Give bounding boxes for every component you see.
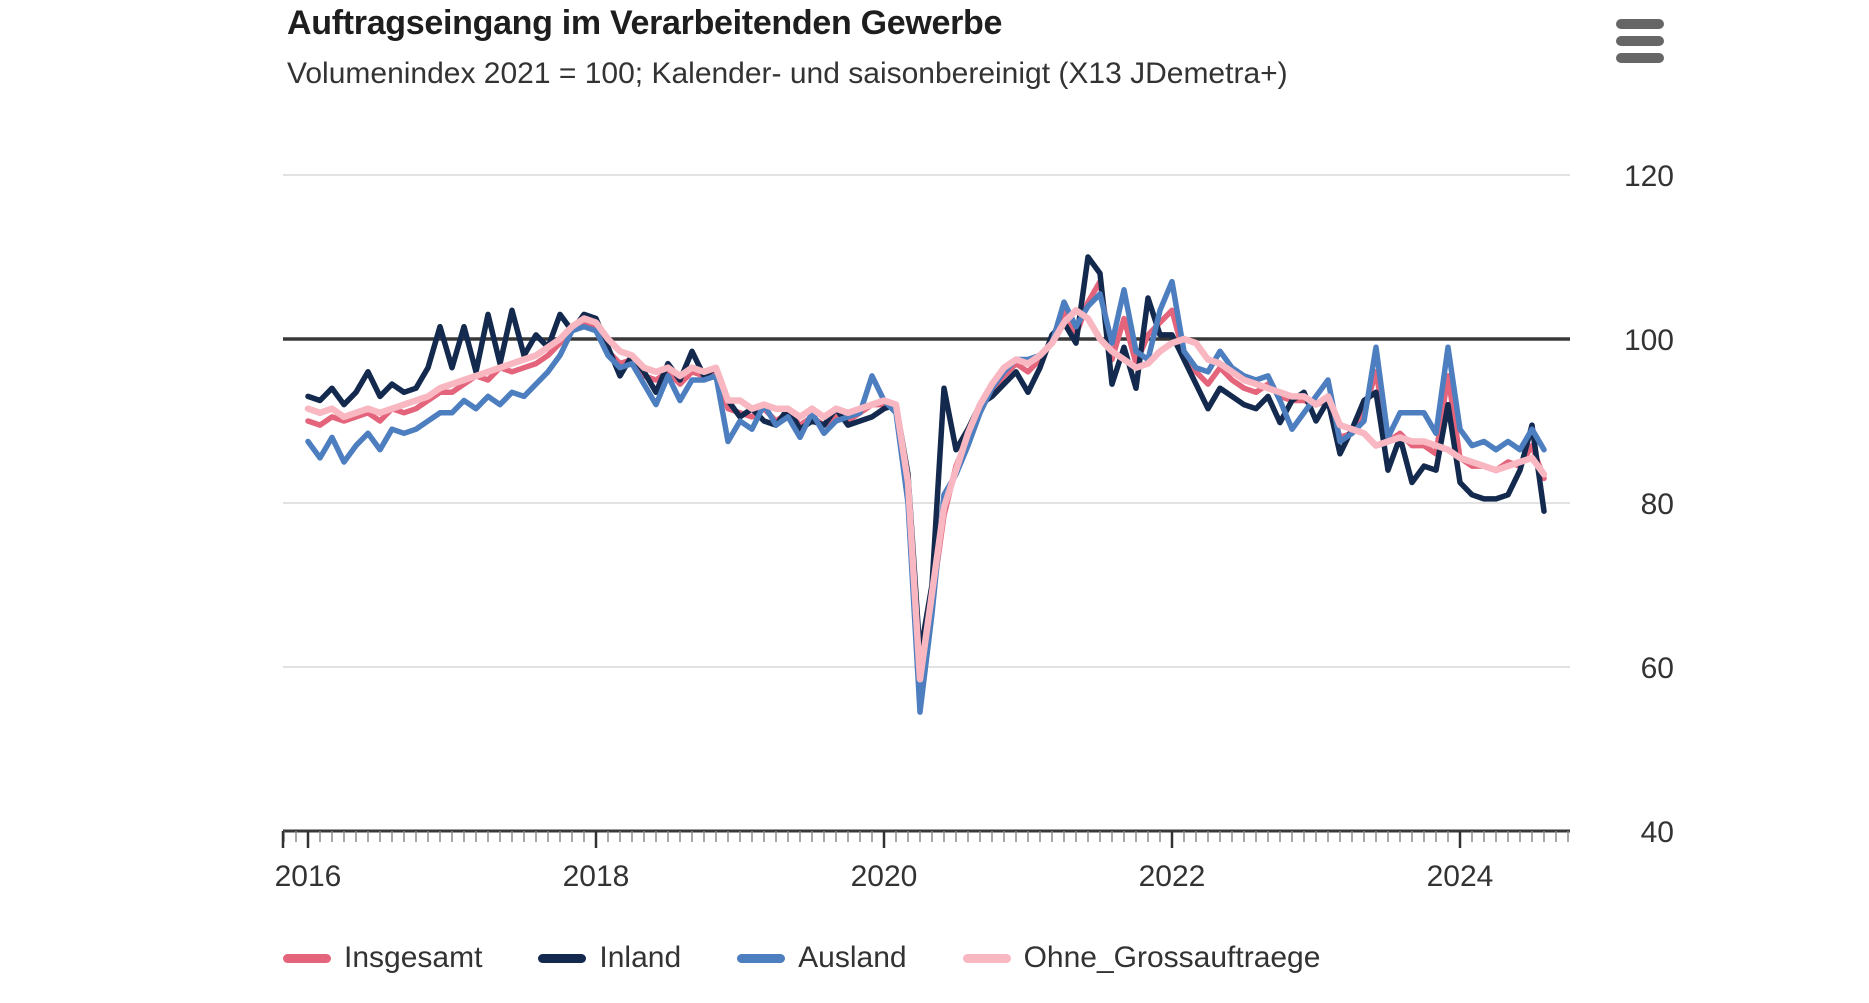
x-axis-label: 2022 — [1139, 860, 1206, 893]
legend-item-insgesamt[interactable]: Insgesamt — [283, 941, 482, 975]
y-axis-label: 60 — [1641, 652, 1674, 685]
chart-export-menu-button[interactable] — [1614, 15, 1666, 67]
x-axis-label: 2018 — [563, 860, 630, 893]
hamburger-icon — [1616, 36, 1664, 46]
x-axis-label: 2020 — [851, 860, 918, 893]
chart-legend: Insgesamt Inland Ausland Ohne_Grossauftraeg… — [283, 941, 1320, 975]
legend-marker — [737, 953, 786, 963]
legend-item-ohne_grossauftraege[interactable]: Ohne_Grossauftraege — [962, 941, 1321, 975]
y-axis-label: 40 — [1641, 816, 1674, 849]
y-axis-label: 120 — [1624, 160, 1674, 193]
chart-title: Auftragseingang im Verarbeitenden Gewerb… — [287, 4, 1003, 42]
hamburger-icon — [1616, 19, 1664, 29]
legend-label: Ausland — [798, 941, 907, 974]
y-axis-label: 80 — [1641, 488, 1674, 521]
legend-marker — [962, 953, 1011, 963]
legend-label: Insgesamt — [344, 941, 483, 974]
x-axis-label: 2024 — [1427, 860, 1494, 893]
legend-marker — [283, 953, 331, 963]
x-axis-label: 2016 — [275, 860, 342, 893]
hamburger-icon — [1616, 53, 1664, 63]
legend-label: Ohne_Grossauftraege — [1023, 941, 1321, 974]
legend-item-ausland[interactable]: Ausland — [737, 941, 907, 975]
series-line-ausland[interactable] — [305, 278, 1547, 715]
series-line-ohne_grossauftraege[interactable] — [304, 307, 1548, 683]
series-line-inland[interactable] — [305, 254, 1547, 658]
legend-marker — [538, 953, 587, 963]
legend-item-inland[interactable]: Inland — [538, 941, 681, 975]
legend-label: Inland — [599, 941, 682, 974]
chart-subtitle: Volumenindex 2021 = 100; Kalender- und s… — [287, 57, 1288, 90]
y-axis-label: 100 — [1624, 324, 1674, 357]
